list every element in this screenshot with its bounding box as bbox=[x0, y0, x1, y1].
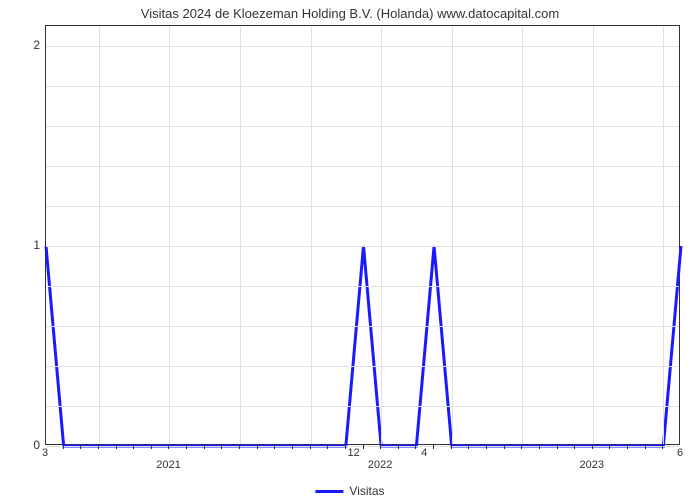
x-minor-tick bbox=[415, 445, 416, 449]
vgrid-line bbox=[452, 26, 453, 444]
x-minor-tick bbox=[257, 445, 258, 449]
x-minor-tick bbox=[133, 445, 134, 449]
x-minor-tick bbox=[433, 445, 434, 449]
x-minor-tick bbox=[292, 445, 293, 449]
x-minor-tick bbox=[521, 445, 522, 449]
x-minor-tick bbox=[204, 445, 205, 449]
x-small-label: 3 bbox=[42, 447, 48, 459]
vgrid-line bbox=[311, 26, 312, 444]
y-tick-label: 0 bbox=[33, 438, 40, 452]
x-minor-tick bbox=[574, 445, 575, 449]
x-minor-tick bbox=[274, 445, 275, 449]
x-minor-tick bbox=[327, 445, 328, 449]
x-minor-tick bbox=[557, 445, 558, 449]
y-tick-label: 2 bbox=[33, 38, 40, 52]
line-series bbox=[46, 26, 679, 444]
hgrid-line bbox=[46, 286, 679, 287]
x-minor-tick bbox=[645, 445, 646, 449]
x-minor-tick bbox=[398, 445, 399, 449]
x-year-label: 2021 bbox=[156, 459, 180, 471]
hgrid-line bbox=[46, 86, 679, 87]
vgrid-line bbox=[381, 26, 382, 444]
x-minor-tick bbox=[592, 445, 593, 449]
x-minor-tick bbox=[63, 445, 64, 449]
x-minor-tick bbox=[80, 445, 81, 449]
legend-swatch bbox=[315, 490, 343, 493]
x-minor-tick bbox=[345, 445, 346, 449]
x-minor-tick bbox=[468, 445, 469, 449]
vgrid-line bbox=[663, 26, 664, 444]
x-minor-tick bbox=[151, 445, 152, 449]
x-minor-tick bbox=[504, 445, 505, 449]
x-minor-tick bbox=[363, 445, 364, 449]
x-year-label: 2023 bbox=[580, 459, 604, 471]
vgrid-line bbox=[99, 26, 100, 444]
x-minor-tick bbox=[239, 445, 240, 449]
x-minor-tick bbox=[310, 445, 311, 449]
x-minor-tick bbox=[451, 445, 452, 449]
y-tick-label: 1 bbox=[33, 238, 40, 252]
hgrid-line bbox=[46, 206, 679, 207]
chart-title: Visitas 2024 de Kloezeman Holding B.V. (… bbox=[0, 0, 700, 21]
x-year-label: 2022 bbox=[368, 459, 392, 471]
hgrid-line bbox=[46, 406, 679, 407]
x-minor-tick bbox=[98, 445, 99, 449]
vgrid-line bbox=[593, 26, 594, 444]
x-minor-tick bbox=[186, 445, 187, 449]
x-minor-tick bbox=[486, 445, 487, 449]
hgrid-line bbox=[46, 46, 679, 47]
x-small-label: 4 bbox=[421, 447, 427, 459]
x-minor-tick bbox=[627, 445, 628, 449]
vgrid-line bbox=[522, 26, 523, 444]
x-minor-tick bbox=[116, 445, 117, 449]
x-minor-tick bbox=[221, 445, 222, 449]
vgrid-line bbox=[169, 26, 170, 444]
hgrid-line bbox=[46, 326, 679, 327]
vgrid-line bbox=[240, 26, 241, 444]
hgrid-line bbox=[46, 366, 679, 367]
hgrid-line bbox=[46, 126, 679, 127]
visits-chart: Visitas 2024 de Kloezeman Holding B.V. (… bbox=[0, 0, 700, 500]
x-minor-tick bbox=[539, 445, 540, 449]
x-minor-tick bbox=[662, 445, 663, 449]
legend: Visitas bbox=[315, 484, 384, 498]
x-small-label: 6 bbox=[677, 447, 683, 459]
hgrid-line bbox=[46, 166, 679, 167]
plot-area bbox=[45, 25, 680, 445]
x-small-label: 12 bbox=[348, 447, 360, 459]
hgrid-line bbox=[46, 246, 679, 247]
x-minor-tick bbox=[168, 445, 169, 449]
x-minor-tick bbox=[380, 445, 381, 449]
x-minor-tick bbox=[609, 445, 610, 449]
legend-label: Visitas bbox=[349, 484, 384, 498]
